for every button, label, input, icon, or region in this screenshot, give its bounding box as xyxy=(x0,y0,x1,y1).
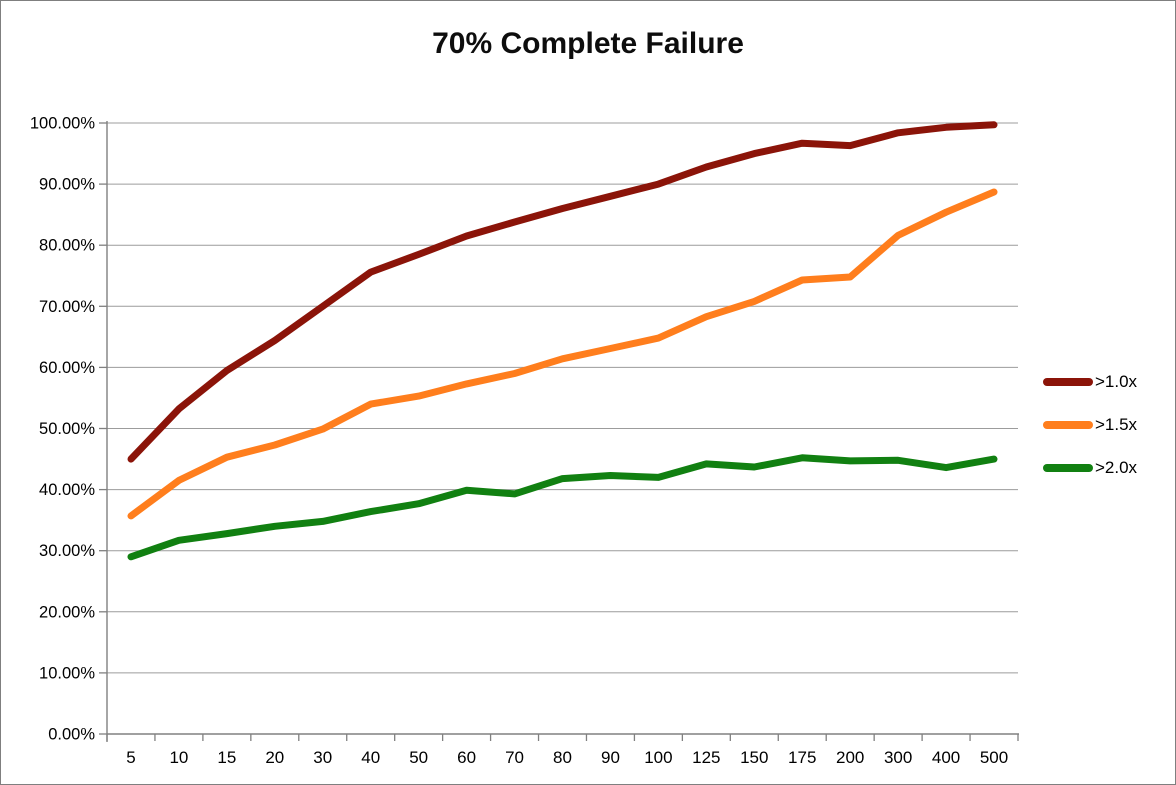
x-axis-label: 90 xyxy=(601,748,620,767)
legend-label: >1.5x xyxy=(1095,415,1138,434)
legend: >1.0x >1.5x >2.0x xyxy=(1043,371,1137,479)
x-axis-label: 175 xyxy=(788,748,816,767)
y-axis-label: 50.00% xyxy=(39,420,95,438)
x-axis-label: 150 xyxy=(740,748,768,767)
legend-item-1.5x: >1.5x xyxy=(1043,414,1137,436)
y-axis-label: 30.00% xyxy=(39,542,95,560)
x-axis-label: 10 xyxy=(169,748,188,767)
y-axis-label: 70.00% xyxy=(39,298,95,316)
y-axis-label: 60.00% xyxy=(39,359,95,377)
y-axis-label: 80.00% xyxy=(39,237,95,255)
x-axis-label: 200 xyxy=(836,748,864,767)
chart-title: 70% Complete Failure xyxy=(432,27,744,60)
y-axis-label: 90.00% xyxy=(39,176,95,194)
x-axis-label: 20 xyxy=(265,748,284,767)
x-axis-label: 500 xyxy=(980,748,1008,767)
series-line-1.5x xyxy=(127,188,998,520)
legend-line-swatch xyxy=(1043,464,1093,472)
x-axis-label: 30 xyxy=(313,748,332,767)
legend-label: >1.0x xyxy=(1095,372,1138,391)
series-line-1.0x xyxy=(127,121,998,463)
y-axis-label: 100.00% xyxy=(30,115,95,133)
y-axis-label: 10.00% xyxy=(39,664,95,682)
x-axis-label: 5 xyxy=(126,748,135,767)
x-axis-label: 300 xyxy=(884,748,912,767)
x-axis-label: 15 xyxy=(217,748,236,767)
legend-label: >2.0x xyxy=(1095,458,1138,477)
x-axis-label: 50 xyxy=(409,748,428,767)
legend-line-swatch xyxy=(1043,421,1093,429)
y-axis-label: 40.00% xyxy=(39,481,95,499)
x-axis-label: 60 xyxy=(457,748,476,767)
y-axis-label: 0.00% xyxy=(48,726,95,744)
y-axis-label: 20.00% xyxy=(39,603,95,621)
x-axis-label: 125 xyxy=(692,748,720,767)
x-axis-label: 70 xyxy=(505,748,524,767)
x-axis-label: 100 xyxy=(644,748,672,767)
x-axis-label: 80 xyxy=(553,748,572,767)
x-axis-label: 400 xyxy=(932,748,960,767)
legend-item-1.0x: >1.0x xyxy=(1043,371,1137,393)
legend-line-swatch xyxy=(1043,378,1093,386)
series-line-2.0x xyxy=(127,454,998,561)
x-axis-label: 40 xyxy=(361,748,380,767)
legend-item-2.0x: >2.0x xyxy=(1043,457,1137,479)
